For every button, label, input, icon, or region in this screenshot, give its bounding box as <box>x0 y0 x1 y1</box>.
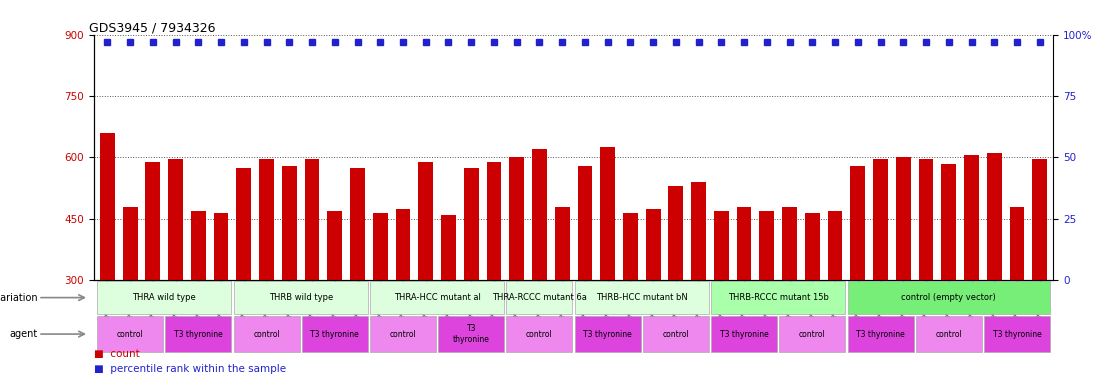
Bar <box>438 316 504 352</box>
Text: GDS3945 / 7934326: GDS3945 / 7934326 <box>89 22 215 35</box>
Text: THRB wild type: THRB wild type <box>268 293 333 302</box>
Bar <box>100 133 115 280</box>
Bar <box>668 186 683 280</box>
Bar <box>191 211 206 280</box>
Text: agent: agent <box>10 329 39 339</box>
Bar <box>782 207 797 280</box>
Bar <box>850 166 865 280</box>
Bar <box>645 209 661 280</box>
Bar <box>915 316 982 352</box>
Bar <box>827 211 843 280</box>
Text: T3
thyronine: T3 thyronine <box>453 324 490 344</box>
Text: T3 thyronine: T3 thyronine <box>174 329 223 339</box>
Bar <box>711 281 845 314</box>
Bar <box>214 213 228 280</box>
Bar <box>874 159 888 280</box>
Bar <box>692 182 706 280</box>
Bar <box>623 213 638 280</box>
Text: control: control <box>935 329 962 339</box>
Bar <box>165 316 232 352</box>
Bar <box>1009 207 1025 280</box>
Bar <box>259 159 274 280</box>
Bar <box>97 316 163 352</box>
Bar <box>600 147 615 280</box>
Bar <box>510 157 524 280</box>
Bar <box>370 281 504 314</box>
Bar <box>506 281 572 314</box>
Text: THRA wild type: THRA wild type <box>132 293 196 302</box>
Text: control: control <box>799 329 826 339</box>
Bar <box>464 168 479 280</box>
Bar <box>714 211 729 280</box>
Bar <box>847 281 1050 314</box>
Bar <box>506 316 572 352</box>
Bar <box>555 207 569 280</box>
Text: THRB-HCC mutant bN: THRB-HCC mutant bN <box>596 293 687 302</box>
Bar <box>847 316 913 352</box>
Bar <box>964 156 978 280</box>
Bar <box>441 215 456 280</box>
Text: ■  count: ■ count <box>94 349 139 359</box>
Bar <box>760 211 774 280</box>
Text: control: control <box>526 329 553 339</box>
Text: T3 thyronine: T3 thyronine <box>310 329 360 339</box>
Bar <box>146 162 160 280</box>
Bar <box>370 316 436 352</box>
Text: THRA-HCC mutant al: THRA-HCC mutant al <box>394 293 481 302</box>
Bar <box>234 316 300 352</box>
Text: ■  percentile rank within the sample: ■ percentile rank within the sample <box>94 364 286 374</box>
Bar <box>328 211 342 280</box>
Text: control: control <box>663 329 689 339</box>
Bar <box>302 316 367 352</box>
Text: control: control <box>389 329 417 339</box>
Bar <box>805 213 820 280</box>
Text: T3 thyronine: T3 thyronine <box>856 329 904 339</box>
Bar <box>418 162 433 280</box>
Bar <box>575 316 641 352</box>
Bar <box>486 162 502 280</box>
Bar <box>304 159 320 280</box>
Text: control: control <box>117 329 143 339</box>
Bar <box>984 316 1050 352</box>
Bar <box>896 157 911 280</box>
Bar <box>643 316 709 352</box>
Bar <box>373 213 387 280</box>
Bar <box>575 281 709 314</box>
Bar <box>350 168 365 280</box>
Bar <box>919 159 933 280</box>
Text: T3 thyronine: T3 thyronine <box>993 329 1041 339</box>
Bar <box>282 166 297 280</box>
Text: control: control <box>254 329 280 339</box>
Bar <box>234 281 367 314</box>
Text: THRB-RCCC mutant 15b: THRB-RCCC mutant 15b <box>728 293 828 302</box>
Bar <box>97 281 232 314</box>
Bar <box>780 316 845 352</box>
Bar <box>578 166 592 280</box>
Bar <box>532 149 547 280</box>
Text: genotype/variation: genotype/variation <box>0 293 39 303</box>
Bar <box>169 159 183 280</box>
Bar <box>941 164 956 280</box>
Bar <box>396 209 410 280</box>
Text: T3 thyronine: T3 thyronine <box>720 329 769 339</box>
Text: T3 thyronine: T3 thyronine <box>583 329 632 339</box>
Bar <box>1032 159 1047 280</box>
Bar <box>236 168 251 280</box>
Text: THRA-RCCC mutant 6a: THRA-RCCC mutant 6a <box>492 293 587 302</box>
Bar <box>122 207 138 280</box>
Text: control (empty vector): control (empty vector) <box>901 293 996 302</box>
Bar <box>711 316 778 352</box>
Bar <box>987 153 1002 280</box>
Bar <box>737 207 751 280</box>
